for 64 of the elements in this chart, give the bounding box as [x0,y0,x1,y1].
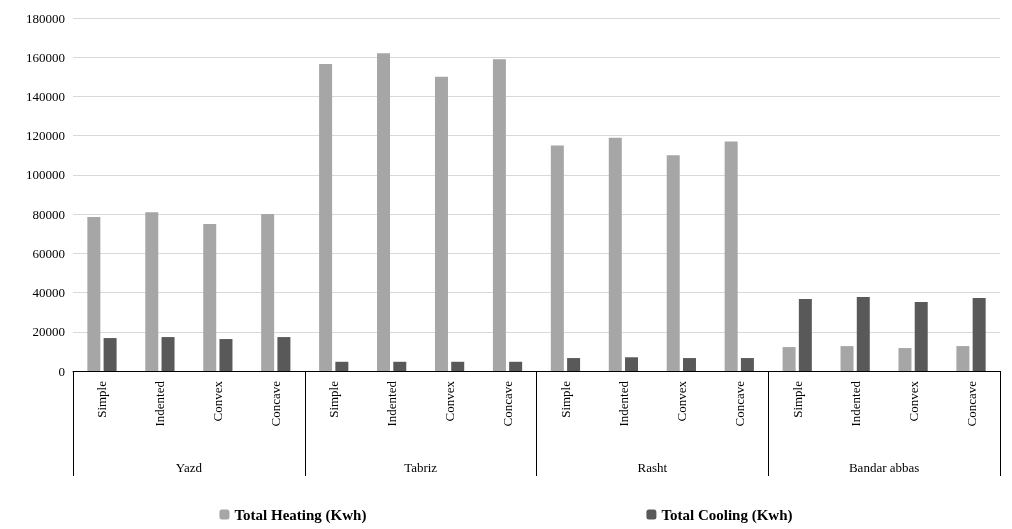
bar [87,217,101,371]
text: Tabriz [404,460,438,475]
legend-label: Total Heating (Kwh) [234,506,367,524]
x-tick-label: Indented [615,380,631,427]
bar [203,223,217,371]
x-tick-label: Simple [789,380,805,418]
x-tick-label: Convex [442,380,458,422]
bar [550,145,564,371]
bar [798,299,812,371]
y-tick-label: 160000 [26,49,65,65]
y-tick-label: 100000 [26,167,65,183]
x-tick-label: Simple [557,380,573,418]
text: Bandar abbas [848,460,920,475]
bar [898,348,912,371]
bar [451,361,465,371]
x-tick-label: Indented [847,380,863,427]
bar [319,64,333,371]
x-tick-label: Convex [905,380,921,422]
x-tick-label: Convex [673,380,689,422]
bar [335,361,349,371]
legend-label: Total Cooling (Kwh) [661,506,793,524]
bar [103,338,117,371]
bar [377,53,391,371]
bar [393,361,407,371]
y-tick-label: 20000 [32,324,65,340]
y-tick-label: 120000 [26,128,65,144]
y-tick-label: 0 [58,363,65,379]
y-tick-label: 40000 [32,285,65,301]
bar [161,337,175,371]
bar [567,358,581,371]
y-tick-label: 60000 [32,245,65,261]
bar [608,137,622,371]
text: Rasht [637,460,668,475]
x-tick-label: Concave [963,380,979,427]
x-tick-label: Simple [326,380,342,418]
bar [972,298,986,371]
x-tick-label: Concave [731,380,747,427]
bar [277,337,291,371]
bar [261,214,275,371]
bar [956,346,970,371]
bar [856,297,870,371]
bar [509,361,523,371]
bar [724,141,738,371]
x-tick-label: Indented [152,380,168,427]
x-tick-label: Concave [500,380,516,427]
x-tick-label: Indented [384,380,400,427]
bar [840,346,854,371]
x-tick-label: Concave [268,380,284,427]
bar [740,358,754,371]
bar [782,347,796,371]
bar [625,357,639,371]
bar [666,155,680,371]
x-tick-label: Convex [210,380,226,422]
bar [914,301,928,371]
x-tick-label: Simple [94,380,110,418]
bar [145,212,159,371]
y-tick-label: 140000 [26,88,65,104]
bar [219,339,233,371]
y-tick-label: 180000 [26,10,65,26]
y-tick-label: 80000 [32,206,65,222]
text: Yazd [175,460,203,475]
bar [492,59,506,371]
bar [434,76,448,371]
bar [682,358,696,371]
